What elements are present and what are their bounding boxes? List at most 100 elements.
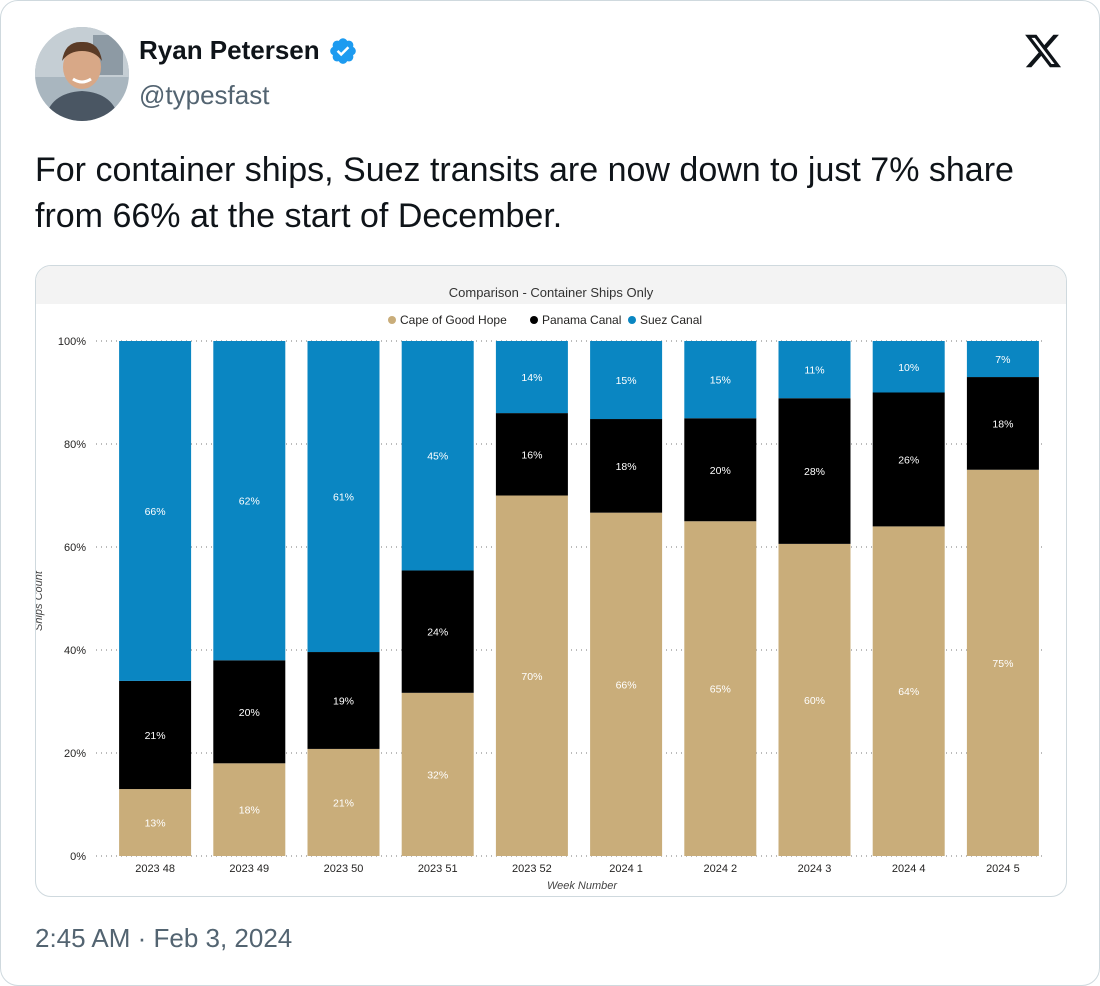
y-axis-label: Ships Count bbox=[36, 570, 45, 631]
bar-segment-cape bbox=[213, 763, 286, 856]
verified-badge-icon bbox=[329, 37, 356, 64]
bar-segment-suez bbox=[684, 341, 757, 419]
bar-segment-cape bbox=[966, 469, 1039, 856]
bar-segment-suez bbox=[495, 341, 568, 414]
legend-swatch-suez bbox=[628, 316, 636, 324]
bar-segment-panama bbox=[307, 652, 380, 749]
bar-segment-panama bbox=[213, 660, 286, 764]
x-tick-label: 2024 3 bbox=[798, 863, 832, 875]
author-name[interactable]: Ryan Petersen bbox=[139, 35, 320, 65]
data-label: 45% bbox=[427, 451, 448, 463]
data-label: 18% bbox=[239, 805, 260, 817]
stacked-bar-chart: Comparison - Container Ships Only Cape o… bbox=[36, 266, 1066, 892]
data-label: 66% bbox=[145, 506, 166, 518]
data-label: 66% bbox=[616, 679, 637, 691]
y-tick-label: 60% bbox=[64, 542, 86, 554]
data-label: 11% bbox=[804, 365, 824, 377]
y-tick-label: 100% bbox=[58, 336, 86, 348]
x-tick-label: 2023 49 bbox=[229, 863, 269, 875]
bar-segment-panama bbox=[966, 377, 1039, 470]
x-tick-label: 2023 52 bbox=[512, 863, 552, 875]
data-label: 62% bbox=[239, 496, 260, 508]
author-handle[interactable]: @typesfast bbox=[139, 80, 270, 110]
data-label: 20% bbox=[239, 707, 260, 719]
bar-segment-suez bbox=[213, 341, 286, 661]
data-label: 65% bbox=[710, 684, 731, 696]
legend-label-panama: Panama Canal bbox=[542, 313, 621, 327]
x-tick-label: 2023 48 bbox=[135, 863, 175, 875]
data-label: 32% bbox=[427, 769, 448, 781]
x-tick-label: 2023 51 bbox=[418, 863, 458, 875]
tweet-text: For container ships, Suez transits are n… bbox=[35, 151, 1014, 235]
data-label: 18% bbox=[616, 461, 637, 473]
bar-segment-suez bbox=[778, 341, 851, 399]
data-label: 15% bbox=[616, 375, 637, 387]
data-label: 19% bbox=[333, 695, 354, 707]
bar-segment-cape bbox=[495, 495, 568, 856]
x-tick-label: 2023 50 bbox=[324, 863, 364, 875]
bar-segment-cape bbox=[684, 521, 757, 856]
x-tick-label: 2024 5 bbox=[986, 863, 1020, 875]
bar-segment-suez bbox=[966, 341, 1039, 378]
data-label: 13% bbox=[145, 818, 166, 830]
y-tick-label: 0% bbox=[70, 851, 86, 863]
data-label: 24% bbox=[427, 627, 448, 639]
y-tick-label: 40% bbox=[64, 645, 86, 657]
legend-label-suez: Suez Canal bbox=[640, 313, 702, 327]
bar-segment-panama bbox=[872, 392, 945, 527]
bar-segment-cape bbox=[307, 748, 380, 856]
data-label: 21% bbox=[145, 730, 166, 742]
data-label: 60% bbox=[804, 695, 825, 707]
bar-segment-suez bbox=[872, 341, 945, 393]
bar-segment-suez bbox=[119, 341, 192, 681]
bar-segment-suez bbox=[590, 341, 663, 420]
chart-legend: Cape of Good Hope Panama Canal Suez Cana… bbox=[388, 313, 702, 327]
chart-title: Comparison - Container Ships Only bbox=[449, 285, 654, 300]
bar-segment-panama bbox=[778, 398, 851, 544]
x-axis-ticks: 2023 48 2023 49 2023 50 2023 51 2023 52 2024 … bbox=[135, 863, 1020, 875]
data-label: 70% bbox=[521, 671, 542, 683]
bar-segment-panama bbox=[119, 680, 192, 790]
data-label: 16% bbox=[521, 449, 542, 461]
data-label: 28% bbox=[804, 466, 825, 478]
data-label: 21% bbox=[333, 797, 354, 809]
data-label: 18% bbox=[992, 418, 1013, 430]
y-axis-ticks: 0% 20% 40% 60% 80% 100% bbox=[58, 336, 86, 863]
y-tick-label: 80% bbox=[64, 439, 86, 451]
data-label: 75% bbox=[992, 658, 1013, 670]
x-logo-icon[interactable] bbox=[1021, 31, 1065, 71]
bar-segment-suez bbox=[307, 341, 380, 653]
bar-segment-panama bbox=[495, 413, 568, 496]
chart-media[interactable]: Comparison - Container Ships Only Cape o… bbox=[35, 265, 1067, 897]
author-name-row: Ryan Petersen bbox=[139, 35, 358, 66]
bar-segment-panama bbox=[684, 418, 757, 522]
x-axis-label: Week Number bbox=[547, 880, 618, 892]
legend-label-cape: Cape of Good Hope bbox=[400, 313, 507, 327]
tweet-timestamp[interactable]: 2:45 AM · Feb 3, 2024 bbox=[35, 923, 293, 953]
data-label: 61% bbox=[333, 492, 354, 504]
bar-segment-cape bbox=[401, 692, 474, 856]
data-label: 10% bbox=[898, 362, 919, 374]
bar-segment-cape bbox=[590, 512, 663, 856]
data-label: 20% bbox=[710, 465, 731, 477]
bar-segment-cape bbox=[778, 543, 851, 856]
data-label: 15% bbox=[710, 375, 731, 387]
data-label: 14% bbox=[521, 372, 542, 384]
avatar[interactable] bbox=[35, 27, 129, 121]
legend-swatch-cape bbox=[388, 316, 396, 324]
x-tick-label: 2024 1 bbox=[609, 863, 643, 875]
x-tick-label: 2024 2 bbox=[703, 863, 737, 875]
bar-segment-cape bbox=[119, 789, 192, 856]
y-tick-label: 20% bbox=[64, 748, 86, 760]
bar-segment-cape bbox=[872, 526, 945, 856]
chart-bars: 13% 21% 66% 18% 20% 62% 21% 19% 61% 32% 24% 45% 70% 1… bbox=[119, 341, 1039, 856]
x-tick-label: 2024 4 bbox=[892, 863, 926, 875]
chart-title-bar bbox=[36, 266, 1066, 304]
bar-segment-panama bbox=[590, 419, 663, 513]
data-label: 64% bbox=[898, 686, 919, 698]
bar-segment-suez bbox=[401, 341, 474, 571]
data-label: 7% bbox=[995, 354, 1010, 366]
data-label: 26% bbox=[898, 454, 919, 466]
bar-segment-panama bbox=[401, 570, 474, 693]
